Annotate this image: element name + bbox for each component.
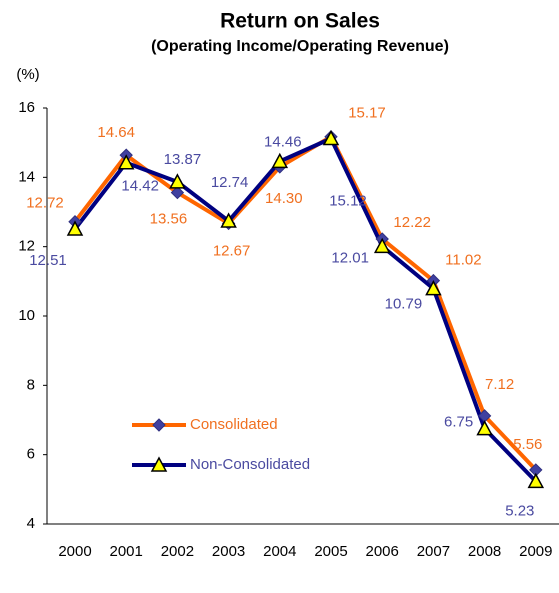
y-axis-label: (%) — [16, 66, 39, 83]
x-tick-label: 2009 — [519, 543, 552, 560]
legend-label: Consolidated — [190, 416, 278, 433]
point-marker — [66, 220, 84, 236]
point-marker — [117, 154, 135, 170]
point-marker — [169, 173, 186, 189]
x-tick-label: 2005 — [314, 543, 347, 560]
y-tick-label: 16 — [18, 99, 35, 116]
data-label: 12.74 — [211, 174, 249, 191]
data-label: 14.42 — [121, 178, 159, 195]
x-tick-label: 2000 — [58, 543, 91, 560]
x-tick-label: 2008 — [468, 543, 501, 560]
data-label: 12.22 — [393, 214, 431, 231]
data-label: 14.46 — [264, 133, 302, 150]
x-tick-label: 2002 — [161, 543, 194, 560]
point-marker — [476, 420, 493, 436]
data-label: 10.79 — [385, 296, 423, 313]
data-label: 13.56 — [150, 211, 188, 228]
data-label: 12.67 — [213, 242, 251, 259]
legend-marker — [150, 456, 168, 472]
data-label: 5.56 — [513, 436, 542, 453]
x-tick-label: 2007 — [417, 543, 450, 560]
data-label: 14.64 — [97, 124, 135, 141]
y-tick-label: 4 — [27, 515, 35, 532]
y-tick-label: 12 — [18, 238, 35, 255]
point-marker — [271, 152, 289, 169]
data-label: 15.12 — [329, 192, 367, 209]
data-label: 12.72 — [26, 195, 64, 212]
point-marker — [322, 129, 340, 146]
point-marker — [220, 212, 237, 228]
x-tick-label: 2006 — [366, 543, 399, 560]
data-label: 7.12 — [485, 376, 514, 393]
legend-label: Non-Consolidated — [190, 456, 310, 473]
y-tick-label: 8 — [27, 376, 35, 393]
data-label: 14.30 — [265, 190, 303, 207]
x-tick-label: 2001 — [110, 543, 143, 560]
chart-title: Return on Sales — [220, 10, 380, 33]
data-label: 6.75 — [444, 414, 473, 431]
point-marker — [373, 237, 391, 254]
data-label: 11.02 — [445, 252, 481, 269]
y-tick-label: 6 — [27, 446, 35, 463]
y-tick-label: 14 — [18, 168, 35, 185]
series-line — [73, 136, 538, 483]
point-marker — [425, 280, 442, 296]
data-label: 15.17 — [348, 105, 386, 122]
chart-subtitle: (Operating Income/Operating Revenue) — [151, 38, 449, 55]
data-label: 12.51 — [29, 252, 67, 269]
point-marker — [170, 185, 185, 200]
x-tick-label: 2003 — [212, 543, 245, 560]
legend-marker — [152, 418, 166, 432]
point-marker — [527, 472, 545, 489]
y-tick-label: 10 — [18, 307, 35, 324]
x-tick-label: 2004 — [263, 543, 296, 560]
data-label: 5.23 — [505, 502, 534, 519]
data-label: 13.87 — [164, 151, 202, 168]
data-label: 12.01 — [331, 249, 369, 266]
